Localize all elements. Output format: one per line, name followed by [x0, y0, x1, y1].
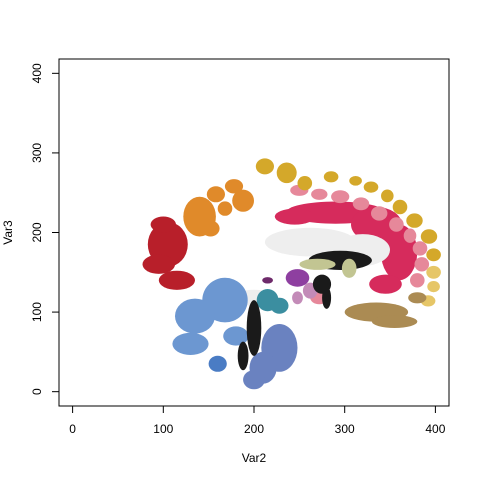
- data-region-8-0: [208, 355, 227, 372]
- data-region-11-0: [285, 269, 310, 287]
- data-region-12-0: [262, 277, 273, 284]
- y-tick-label-1: 100: [30, 302, 44, 322]
- data-region-1-1: [311, 188, 328, 200]
- series-12: [262, 277, 273, 284]
- data-region-16-2: [408, 292, 427, 304]
- x-axis: 0 100 200 300 400: [69, 405, 446, 436]
- data-region-1-8: [414, 257, 430, 272]
- series-0: [274, 201, 418, 294]
- data-region-2-4: [349, 176, 362, 186]
- data-region-14-2: [237, 341, 249, 371]
- data-region-0-3: [369, 274, 402, 294]
- data-region-2-9: [420, 229, 438, 244]
- data-region-0-4: [274, 208, 315, 225]
- data-region-2-1: [276, 162, 297, 184]
- series-7: [172, 277, 249, 355]
- y-axis-label: Var3: [1, 220, 15, 245]
- series-4: [183, 179, 255, 237]
- data-region-15-0: [299, 258, 336, 270]
- data-region-2-10: [426, 248, 441, 262]
- series-2: [255, 158, 441, 262]
- x-tick-label-2: 200: [244, 422, 264, 436]
- data-region-16-1: [371, 315, 418, 328]
- data-region-5-1: [142, 254, 176, 274]
- series-15: [299, 258, 357, 278]
- y-axis: 0 100 200 300 400: [30, 63, 60, 395]
- data-region-7-3: [223, 326, 249, 346]
- data-region-2-0: [255, 158, 274, 175]
- x-axis-label: Var2: [242, 451, 267, 465]
- data-region-2-5: [363, 181, 379, 193]
- data-region-1-9: [410, 273, 425, 288]
- series-10: [256, 289, 289, 314]
- data-region-3-0: [426, 265, 441, 279]
- data-region-1-3: [352, 197, 370, 211]
- data-region-1-7: [412, 241, 428, 256]
- data-region-4-4: [217, 201, 233, 216]
- data-region-4-2: [224, 179, 244, 194]
- y-tick-label-2: 200: [30, 222, 44, 242]
- data-region-6-0: [264, 227, 356, 257]
- data-region-2-6: [381, 189, 394, 203]
- x-tick-label-0: 0: [69, 422, 76, 436]
- data-region-13-1: [292, 291, 303, 305]
- data-region-5-3: [150, 216, 176, 233]
- data-region-1-6: [403, 228, 417, 243]
- data-region-14-4: [322, 286, 332, 309]
- data-region-2-2: [297, 176, 313, 191]
- data-region-2-7: [392, 199, 408, 215]
- x-tick-label-1: 100: [153, 422, 173, 436]
- data-region-4-1: [206, 186, 225, 203]
- data-region-7-1: [175, 298, 215, 334]
- series-11: [285, 269, 310, 287]
- data-region-1-4: [371, 206, 388, 221]
- data-region-1-2: [331, 190, 350, 204]
- y-tick-label-3: 300: [30, 143, 44, 163]
- x-tick-label-4: 400: [425, 422, 445, 436]
- series-8: [208, 355, 227, 372]
- series-16: [344, 292, 427, 328]
- data-region-10-1: [270, 297, 289, 314]
- chart-marks: [142, 158, 441, 390]
- data-region-3-1: [427, 281, 440, 293]
- data-region-5-2: [158, 270, 195, 290]
- x-tick-label-3: 300: [335, 422, 355, 436]
- data-region-15-1: [341, 258, 357, 278]
- data-region-2-3: [323, 171, 339, 183]
- data-region-2-8: [406, 213, 423, 228]
- data-region-4-3: [232, 189, 255, 212]
- series-9: [243, 324, 298, 390]
- series-5: [142, 216, 195, 290]
- y-tick-label-0: 0: [30, 388, 44, 395]
- y-tick-label-4: 400: [30, 63, 44, 83]
- data-region-7-2: [172, 332, 209, 355]
- data-region-9-2: [243, 370, 265, 390]
- data-region-14-1: [246, 300, 262, 356]
- data-region-1-5: [389, 217, 404, 232]
- data-region-4-5: [201, 220, 220, 237]
